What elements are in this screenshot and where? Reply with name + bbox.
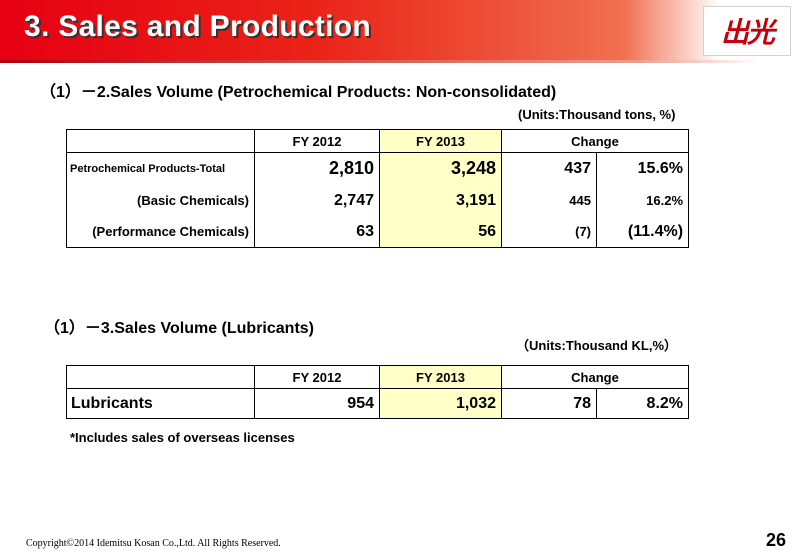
row-fy2012: 63 <box>254 216 380 248</box>
petrochem-header-row: FY 2012 FY 2013 Change <box>66 129 690 153</box>
header-bar <box>0 0 800 60</box>
lubricants-header-label <box>66 365 255 389</box>
petrochem-section-title: （1）－2.Sales Volume (Petrochemical Produc… <box>40 84 557 101</box>
row-fy2013: 1,032 <box>379 388 502 419</box>
logo-text: 出光 <box>720 16 775 49</box>
row-fy2013: 56 <box>379 216 502 248</box>
petrochem-header-fy2012: FY 2012 <box>254 129 380 153</box>
copyright-notice: Copyright©2014 Idemitsu Kosan Co.,Ltd. A… <box>26 538 281 549</box>
row-change: 78 <box>501 388 597 419</box>
header-underline <box>0 60 800 63</box>
table-row: (Performance Chemicals) 63 56 (7) (11.4%… <box>66 216 690 248</box>
table-row: (Basic Chemicals) 2,747 3,191 445 16.2% <box>66 184 690 217</box>
petrochem-table: FY 2012 FY 2013 Change Petrochemical Pro… <box>66 129 690 248</box>
petrochem-header-change: Change <box>500 129 690 153</box>
row-change: 445 <box>501 184 597 217</box>
lubricants-section-title: （1）－3.Sales Volume (Lubricants) <box>44 320 314 337</box>
row-fy2013: 3,191 <box>379 184 502 217</box>
table-row: Petrochemical Products-Total 2,810 3,248… <box>66 152 690 185</box>
row-label: Lubricants <box>66 388 255 419</box>
row-fy2012: 2,747 <box>254 184 380 217</box>
row-label: (Basic Chemicals) <box>66 184 255 217</box>
row-label: (Performance Chemicals) <box>66 216 255 248</box>
row-change: (7) <box>501 216 597 248</box>
lubricants-header-change: Change <box>500 365 690 389</box>
row-label: Petrochemical Products-Total <box>66 152 255 185</box>
row-change-pct: 15.6% <box>595 152 690 185</box>
row-fy2012: 2,810 <box>254 152 380 185</box>
row-fy2012: 954 <box>254 388 380 419</box>
petrochem-units: (Units:Thousand tons, %) <box>518 107 676 122</box>
lubricants-units: （Units:Thousand KL,%） <box>516 338 678 353</box>
row-fy2013: 3,248 <box>379 152 502 185</box>
table-row: Lubricants 954 1,032 78 8.2% <box>66 388 690 419</box>
row-change: 437 <box>501 152 597 185</box>
row-change-pct: (11.4%) <box>595 216 690 248</box>
page-number: 26 <box>766 530 787 550</box>
row-change-pct: 16.2% <box>595 184 690 217</box>
page-title: 3. Sales and Production <box>24 10 371 43</box>
petrochem-header-fy2013: FY 2013 <box>379 129 502 153</box>
lubricants-table: FY 2012 FY 2013 Change Lubricants 954 1,… <box>66 365 690 419</box>
row-change-pct: 8.2% <box>595 388 690 419</box>
lubricants-header-row: FY 2012 FY 2013 Change <box>66 365 690 389</box>
footnote: *Includes sales of overseas licenses <box>70 430 295 445</box>
company-logo: 出光 <box>703 6 791 56</box>
lubricants-header-fy2012: FY 2012 <box>254 365 380 389</box>
lubricants-header-fy2013: FY 2013 <box>379 365 502 389</box>
petrochem-header-label <box>66 129 255 153</box>
